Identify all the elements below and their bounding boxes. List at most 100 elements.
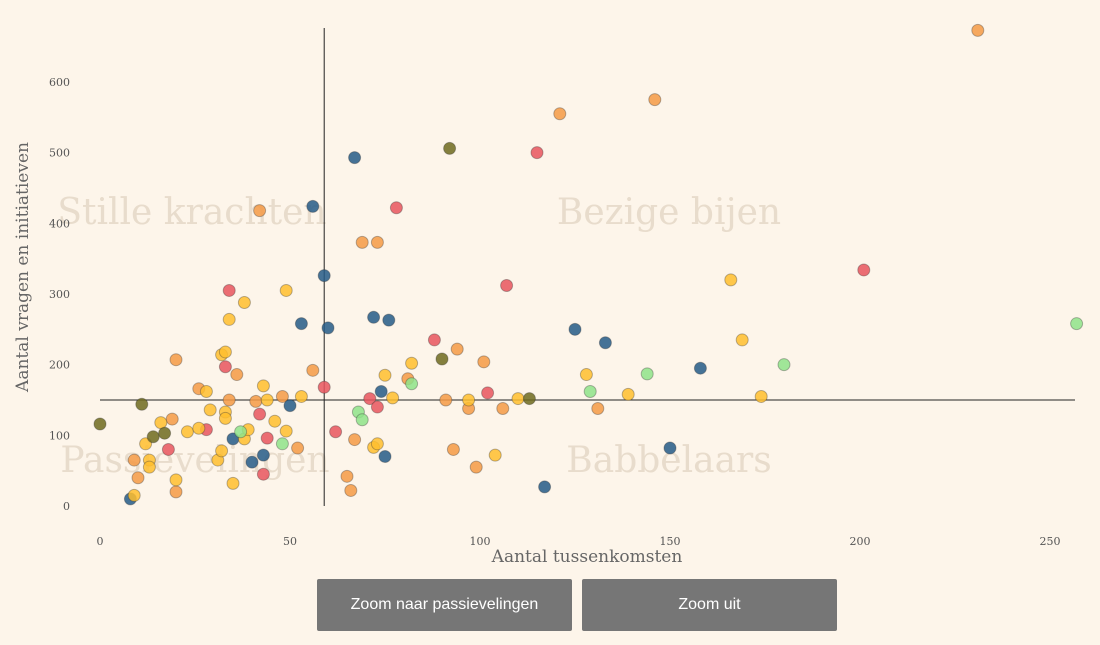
- data-point[interactable]: [405, 356, 419, 370]
- data-point[interactable]: [215, 444, 229, 458]
- data-point[interactable]: [469, 460, 483, 474]
- data-point[interactable]: [598, 336, 612, 350]
- data-point[interactable]: [230, 368, 244, 382]
- data-point[interactable]: [199, 385, 213, 399]
- data-point[interactable]: [435, 352, 449, 366]
- data-point[interactable]: [139, 437, 153, 451]
- data-point[interactable]: [306, 363, 320, 377]
- data-point[interactable]: [735, 333, 749, 347]
- data-point[interactable]: [488, 448, 502, 462]
- data-point[interactable]: [754, 389, 768, 403]
- data-point[interactable]: [291, 441, 305, 455]
- data-point[interactable]: [568, 322, 582, 336]
- data-point[interactable]: [367, 310, 381, 324]
- data-point[interactable]: [344, 483, 358, 497]
- data-point[interactable]: [348, 151, 362, 165]
- data-point[interactable]: [777, 358, 791, 372]
- data-point[interactable]: [294, 389, 308, 403]
- data-point[interactable]: [317, 269, 331, 283]
- data-point[interactable]: [169, 353, 183, 367]
- data-point[interactable]: [268, 414, 282, 428]
- data-point[interactable]: [249, 394, 263, 408]
- data-point[interactable]: [165, 412, 179, 426]
- data-point[interactable]: [260, 393, 274, 407]
- data-point[interactable]: [222, 312, 236, 326]
- data-point[interactable]: [146, 430, 160, 444]
- data-point[interactable]: [443, 141, 457, 155]
- data-point[interactable]: [93, 417, 107, 431]
- data-point[interactable]: [275, 389, 289, 403]
- data-point[interactable]: [553, 107, 567, 121]
- data-point[interactable]: [378, 450, 392, 464]
- data-point[interactable]: [382, 313, 396, 327]
- data-point[interactable]: [462, 393, 476, 407]
- data-point[interactable]: [169, 485, 183, 499]
- data-point[interactable]: [450, 342, 464, 356]
- data-point[interactable]: [245, 455, 259, 469]
- data-point[interactable]: [370, 437, 384, 451]
- data-point[interactable]: [621, 387, 635, 401]
- data-point[interactable]: [180, 425, 194, 439]
- data-point[interactable]: [374, 385, 388, 399]
- zoom-out-button[interactable]: Zoom uit: [582, 579, 837, 631]
- data-point[interactable]: [348, 433, 362, 447]
- data-point[interactable]: [158, 426, 172, 440]
- data-point[interactable]: [857, 263, 871, 277]
- data-point[interactable]: [583, 385, 597, 399]
- data-point[interactable]: [370, 400, 384, 414]
- data-point[interactable]: [256, 467, 270, 481]
- data-point[interactable]: [538, 480, 552, 494]
- data-point[interactable]: [370, 235, 384, 249]
- data-point[interactable]: [355, 413, 369, 427]
- data-point[interactable]: [237, 295, 251, 309]
- data-point[interactable]: [522, 392, 536, 406]
- data-point[interactable]: [279, 283, 293, 297]
- data-point[interactable]: [192, 421, 206, 435]
- data-point[interactable]: [386, 391, 400, 405]
- data-point[interactable]: [260, 431, 274, 445]
- data-point[interactable]: [500, 279, 514, 293]
- data-point[interactable]: [355, 235, 369, 249]
- data-point[interactable]: [648, 93, 662, 107]
- data-point[interactable]: [663, 441, 677, 455]
- data-point[interactable]: [306, 199, 320, 213]
- data-point[interactable]: [439, 393, 453, 407]
- data-point[interactable]: [446, 442, 460, 456]
- data-point[interactable]: [279, 424, 293, 438]
- data-point[interactable]: [142, 460, 156, 474]
- zoom-passievelingen-button[interactable]: Zoom naar passievelingen: [317, 579, 572, 631]
- data-point[interactable]: [511, 392, 525, 406]
- data-point[interactable]: [131, 471, 145, 485]
- data-point[interactable]: [218, 345, 232, 359]
- data-point[interactable]: [256, 448, 270, 462]
- data-point[interactable]: [294, 317, 308, 331]
- data-point[interactable]: [579, 368, 593, 382]
- data-point[interactable]: [389, 201, 403, 215]
- data-point[interactable]: [477, 355, 491, 369]
- data-point[interactable]: [234, 425, 248, 439]
- data-point[interactable]: [218, 411, 232, 425]
- data-point[interactable]: [427, 333, 441, 347]
- data-point[interactable]: [405, 377, 419, 391]
- data-point[interactable]: [135, 397, 149, 411]
- data-point[interactable]: [203, 403, 217, 417]
- data-point[interactable]: [1070, 317, 1084, 331]
- data-point[interactable]: [222, 393, 236, 407]
- data-point[interactable]: [693, 361, 707, 375]
- data-point[interactable]: [127, 488, 141, 502]
- data-point[interactable]: [275, 437, 289, 451]
- data-point[interactable]: [226, 476, 240, 490]
- data-point[interactable]: [218, 360, 232, 374]
- data-point[interactable]: [321, 321, 335, 335]
- data-point[interactable]: [253, 204, 267, 218]
- data-point[interactable]: [724, 273, 738, 287]
- data-point[interactable]: [481, 386, 495, 400]
- data-point[interactable]: [496, 401, 510, 415]
- data-point[interactable]: [283, 399, 297, 413]
- data-point[interactable]: [127, 453, 141, 467]
- data-point[interactable]: [169, 473, 183, 487]
- data-point[interactable]: [253, 407, 267, 421]
- data-point[interactable]: [329, 425, 343, 439]
- data-point[interactable]: [530, 146, 544, 160]
- data-point[interactable]: [640, 367, 654, 381]
